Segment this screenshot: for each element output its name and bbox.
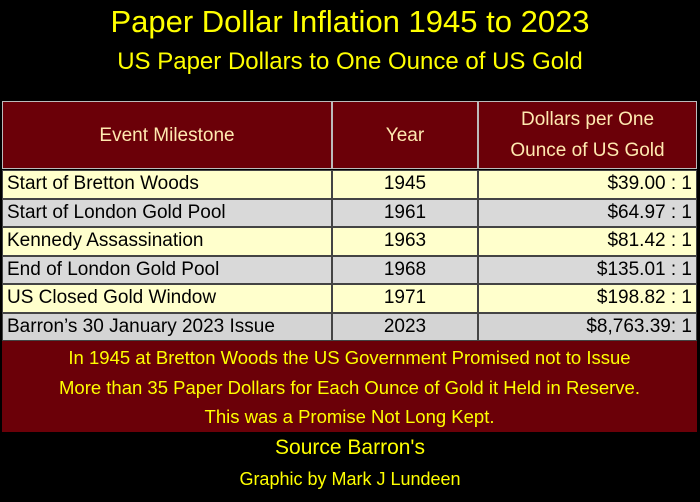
table-cell: $39.00 : 1 — [478, 170, 697, 199]
note-line: This was a Promise Not Long Kept. — [204, 406, 495, 427]
note-line: More than 35 Paper Dollars for Each Ounc… — [59, 376, 640, 398]
note-line: In 1945 at Bretton Woods the US Governme… — [68, 347, 631, 368]
table-cell: $81.42 : 1 — [478, 227, 697, 256]
source: Source Barron's — [275, 436, 425, 459]
table-cell: $64.97 : 1 — [478, 198, 697, 227]
table-cell: $135.01 : 1 — [478, 255, 697, 284]
table-cell: $8,763.39: 1 — [478, 312, 697, 341]
table-cell: 1963 — [332, 227, 478, 256]
column-header-text: Year — [385, 124, 425, 146]
table-cell: US Closed Gold Window — [2, 284, 332, 313]
table-cell: 2023 — [332, 312, 478, 341]
column-header: Event Milestone — [2, 101, 332, 169]
column-header-line: Ounce of US Gold — [510, 140, 665, 161]
table-cell: 1945 — [332, 170, 478, 199]
table-cell: End of London Gold Pool — [2, 255, 332, 284]
table-cell: 1961 — [332, 198, 478, 227]
title: Paper Dollar Inflation 1945 to 2023 — [110, 4, 590, 39]
table-cell: 1968 — [332, 255, 478, 284]
table-cell: Start of London Gold Pool — [2, 198, 332, 227]
column-header: Dollars per One Ounce of US Gold — [478, 101, 697, 169]
table-cell: 1971 — [332, 284, 478, 313]
note: In 1945 at Bretton Woods the US Governme… — [2, 341, 697, 432]
column-header: Year — [332, 101, 478, 169]
credit: Graphic by Mark J Lundeen — [239, 469, 461, 489]
column-header-line: Dollars per One — [520, 109, 655, 130]
subtitle: US Paper Dollars to One Ounce of US Gold — [117, 48, 583, 75]
table-cell: $198.82 : 1 — [478, 284, 697, 313]
table-cell: Start of Bretton Woods — [2, 170, 332, 199]
table-cell: Barron’s 30 January 2023 Issue — [2, 312, 332, 341]
column-header-text: Event Milestone — [99, 124, 235, 146]
table-cell: Kennedy Assassination — [2, 227, 332, 256]
